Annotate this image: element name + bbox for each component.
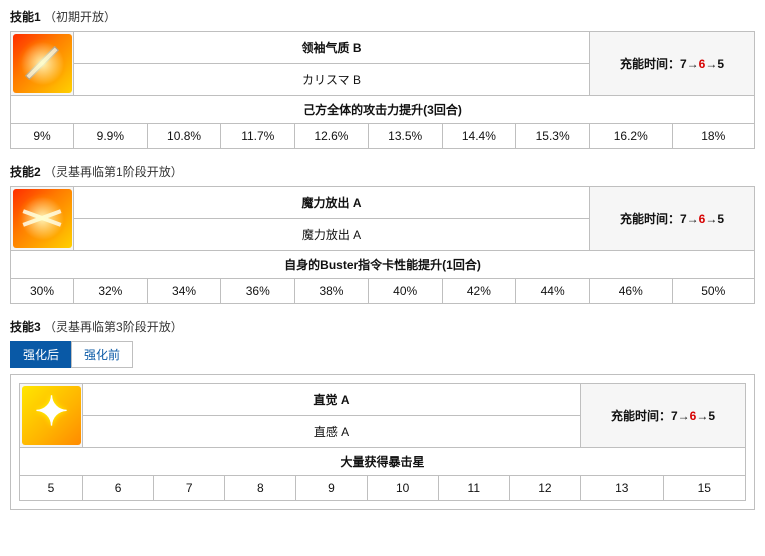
- skill3-v10: 15: [663, 476, 746, 501]
- skill1-title: 技能1: [10, 10, 41, 24]
- skill2-v2: 32%: [74, 279, 148, 304]
- skill3-title: 技能3: [10, 320, 41, 334]
- skill2-values-row: 30% 32% 34% 36% 38% 40% 42% 44% 46% 50%: [11, 279, 755, 304]
- tab-after-upgrade[interactable]: 强化后: [10, 341, 72, 368]
- skill2-cooldown: 充能时间：7→6→5: [590, 187, 755, 251]
- skill3-v4: 8: [225, 476, 296, 501]
- skill3-name-cn: 直觉 A: [83, 384, 581, 416]
- skill1-v7: 14.4%: [442, 124, 516, 149]
- skill1-v3: 10.8%: [147, 124, 221, 149]
- burst-skill-icon: [13, 189, 72, 248]
- skill1-v9: 16.2%: [590, 124, 673, 149]
- skill3-v5: 9: [296, 476, 367, 501]
- skill3-tabs: 强化后强化前: [10, 341, 755, 368]
- skill1-v5: 12.6%: [295, 124, 369, 149]
- sword-skill-icon: [13, 34, 72, 93]
- skill1-v2: 9.9%: [74, 124, 148, 149]
- skill1-v4: 11.7%: [221, 124, 295, 149]
- skill1-v8: 15.3%: [516, 124, 590, 149]
- skill2-name-jp: 魔力放出 A: [74, 219, 590, 251]
- skill3-v1: 5: [20, 476, 83, 501]
- star-skill-icon: [22, 386, 81, 445]
- skill2-v1: 30%: [11, 279, 74, 304]
- skill1-v1: 9%: [11, 124, 74, 149]
- skill2-v9: 46%: [590, 279, 673, 304]
- skill1-table: 领袖气质 B 充能时间：7→6→5 カリスマ B 己方全体的攻击力提升(3回合)…: [10, 31, 755, 149]
- skill3-v2: 6: [83, 476, 154, 501]
- skill2-header: 技能2 （灵基再临第1阶段开放）: [10, 163, 755, 180]
- skill1-v10: 18%: [672, 124, 755, 149]
- skill3-panel: 直觉 A 充能时间：7→6→5 直感 A 大量获得暴击星 5 6 7 8 9 1…: [10, 374, 755, 510]
- skill-section-2: 技能2 （灵基再临第1阶段开放） 魔力放出 A 充能时间：7→6→5 魔力放出 …: [10, 163, 755, 304]
- tab-before-upgrade[interactable]: 强化前: [71, 341, 133, 368]
- skill2-name-cn: 魔力放出 A: [74, 187, 590, 219]
- skill2-effect: 自身的Buster指令卡性能提升(1回合): [11, 251, 755, 279]
- skill1-unlock: （初期开放）: [44, 10, 116, 24]
- skill2-title: 技能2: [10, 165, 41, 179]
- skill2-v5: 38%: [295, 279, 369, 304]
- skill1-values-row: 9% 9.9% 10.8% 11.7% 12.6% 13.5% 14.4% 15…: [11, 124, 755, 149]
- skill2-v10: 50%: [672, 279, 755, 304]
- skill1-v6: 13.5%: [368, 124, 442, 149]
- skill1-header: 技能1 （初期开放）: [10, 8, 755, 25]
- skill1-name-cn: 领袖气质 B: [74, 32, 590, 64]
- skill3-unlock: （灵基再临第3阶段开放）: [44, 320, 183, 334]
- skill3-header: 技能3 （灵基再临第3阶段开放）: [10, 318, 755, 335]
- skill3-cooldown: 充能时间：7→6→5: [581, 384, 746, 448]
- skill-section-3: 技能3 （灵基再临第3阶段开放） 强化后强化前 直觉 A 充能时间：7→6→5 …: [10, 318, 755, 510]
- skill-section-1: 技能1 （初期开放） 领袖气质 B 充能时间：7→6→5 カリスマ B 己方全体…: [10, 8, 755, 149]
- skill2-v7: 42%: [442, 279, 516, 304]
- skill2-v6: 40%: [368, 279, 442, 304]
- skill3-icon-cell: [20, 384, 83, 448]
- skill3-v6: 10: [367, 476, 438, 501]
- skill2-v3: 34%: [147, 279, 221, 304]
- skill1-name-jp: カリスマ B: [74, 64, 590, 96]
- skill3-v7: 11: [438, 476, 509, 501]
- skill3-values-row: 5 6 7 8 9 10 11 12 13 15: [20, 476, 746, 501]
- skill2-icon-cell: [11, 187, 74, 251]
- skill1-cooldown: 充能时间：7→6→5: [590, 32, 755, 96]
- skill2-table: 魔力放出 A 充能时间：7→6→5 魔力放出 A 自身的Buster指令卡性能提…: [10, 186, 755, 304]
- skill1-icon-cell: [11, 32, 74, 96]
- skill3-name-jp: 直感 A: [83, 416, 581, 448]
- skill2-v8: 44%: [516, 279, 590, 304]
- skill3-v8: 12: [509, 476, 580, 501]
- skill3-table: 直觉 A 充能时间：7→6→5 直感 A 大量获得暴击星 5 6 7 8 9 1…: [19, 383, 746, 501]
- skill1-effect: 己方全体的攻击力提升(3回合): [11, 96, 755, 124]
- skill3-effect: 大量获得暴击星: [20, 448, 746, 476]
- skill3-v3: 7: [154, 476, 225, 501]
- skill2-unlock: （灵基再临第1阶段开放）: [44, 165, 183, 179]
- skill3-v9: 13: [581, 476, 664, 501]
- skill2-v4: 36%: [221, 279, 295, 304]
